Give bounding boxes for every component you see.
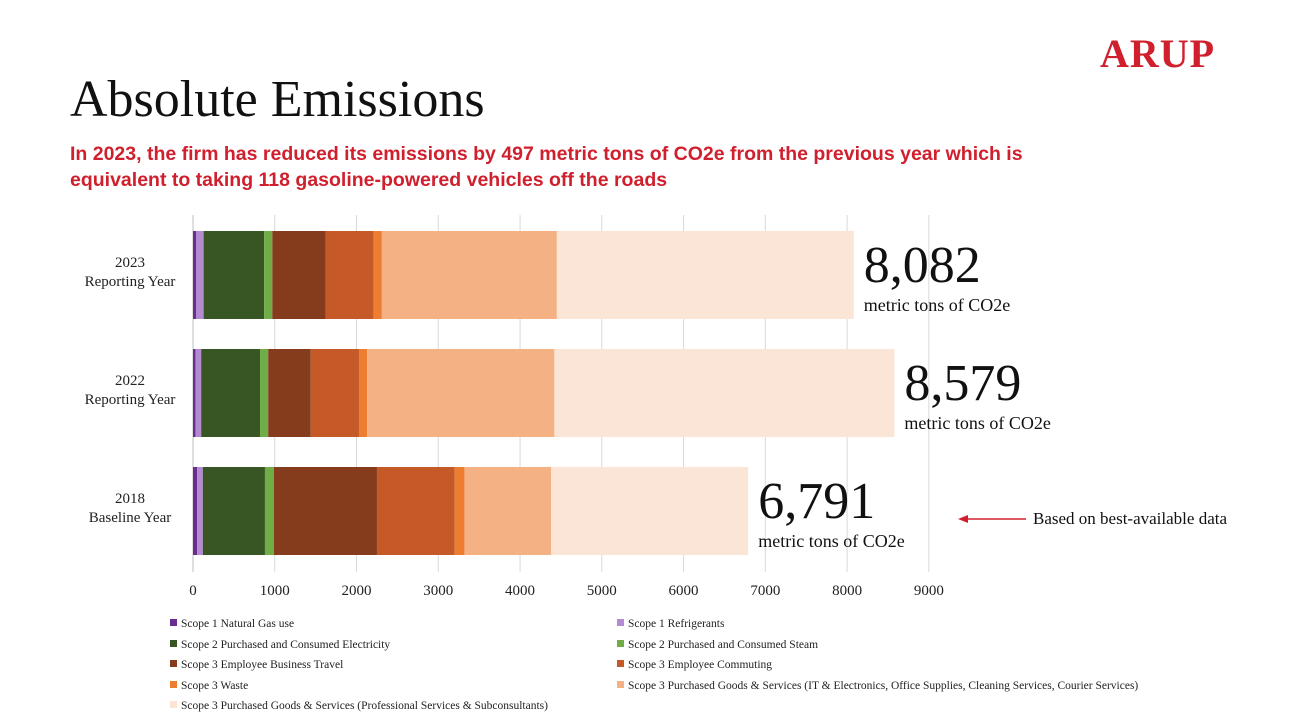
annotation-note: Based on best-available data bbox=[1033, 509, 1227, 528]
annotation-arrow-head bbox=[958, 515, 968, 523]
bar-segment bbox=[202, 467, 265, 555]
bar-segment bbox=[264, 231, 273, 319]
category-label-year: 2022 bbox=[115, 373, 145, 389]
bar-segment bbox=[197, 467, 203, 555]
bar-segment bbox=[381, 231, 557, 319]
bar-segment bbox=[193, 231, 197, 319]
emissions-bar-chart: 0 1000 2000 3000 4000 5000 6000 7000 8000 9000 202… bbox=[85, 215, 1227, 599]
legend-swatch bbox=[617, 619, 624, 626]
bar-segment bbox=[201, 349, 261, 437]
total-unit-label: metric tons of CO2e bbox=[864, 295, 1010, 315]
bar-segment bbox=[373, 231, 382, 319]
bar-segment bbox=[310, 349, 359, 437]
bar-segment bbox=[193, 467, 198, 555]
bar-segment bbox=[464, 467, 552, 555]
legend-label: Scope 3 Employee Commuting bbox=[628, 659, 773, 671]
bar-segment bbox=[195, 349, 202, 437]
x-tick-label: 9000 bbox=[914, 583, 944, 599]
legend-item: Scope 3 Purchased Goods & Services (IT &… bbox=[617, 680, 1138, 692]
total-value-label: 8,579 bbox=[904, 355, 1021, 412]
legend-swatch bbox=[170, 701, 177, 708]
category-label-year: 2018 bbox=[115, 491, 145, 507]
category-label-year: 2023 bbox=[115, 255, 145, 271]
category-label-type: Reporting Year bbox=[85, 274, 176, 290]
x-tick-label: 5000 bbox=[587, 583, 617, 599]
bar-segment bbox=[367, 349, 555, 437]
legend-item: Scope 1 Natural Gas use bbox=[170, 618, 294, 630]
legend-label: Scope 1 Refrigerants bbox=[628, 618, 725, 630]
legend-label: Scope 3 Employee Business Travel bbox=[181, 659, 344, 671]
legend-item: Scope 3 Purchased Goods & Services (Prof… bbox=[170, 700, 548, 712]
legend-swatch bbox=[617, 680, 624, 688]
legend-item: Scope 3 Employee Commuting bbox=[617, 659, 772, 671]
legend-label: Scope 3 Waste bbox=[181, 679, 249, 692]
bar-segment bbox=[376, 467, 455, 555]
category-label-type: Reporting Year bbox=[85, 392, 176, 408]
x-tick-label: 0 bbox=[189, 583, 197, 599]
bar-segment bbox=[273, 467, 377, 555]
bar-segment bbox=[193, 349, 196, 437]
bar-segment bbox=[260, 349, 269, 437]
legend-label: Scope 3 Purchased Goods & Services (Prof… bbox=[181, 700, 548, 712]
page-title: Absolute Emissions bbox=[70, 71, 485, 128]
bar-segment bbox=[551, 467, 749, 555]
bar-segment bbox=[358, 349, 368, 437]
bar-segment bbox=[325, 231, 374, 319]
total-unit-label: metric tons of CO2e bbox=[904, 413, 1050, 433]
category-label-type: Baseline Year bbox=[89, 510, 172, 526]
x-tick-label: 7000 bbox=[750, 583, 780, 599]
bar-segment bbox=[203, 231, 265, 319]
legend-label: Scope 3 Purchased Goods & Services (IT &… bbox=[628, 679, 1139, 692]
arup-logo: ARUP bbox=[1100, 31, 1216, 76]
headline: In 2023, the firm has reduced its emissi… bbox=[70, 141, 1190, 193]
bar-segment bbox=[264, 467, 274, 555]
x-tick-label: 3000 bbox=[423, 583, 453, 599]
legend-item: Scope 3 Waste bbox=[170, 680, 248, 692]
headline-line-1: In 2023, the firm has reduced its emissi… bbox=[70, 143, 1023, 165]
x-tick-label: 1000 bbox=[260, 583, 290, 599]
x-tick-label: 4000 bbox=[505, 583, 535, 599]
bar-segment bbox=[554, 349, 895, 437]
legend-swatch bbox=[170, 660, 177, 667]
legend-label: Scope 1 Natural Gas use bbox=[181, 618, 295, 630]
legend-item: Scope 1 Refrigerants bbox=[617, 618, 724, 630]
legend-swatch bbox=[617, 639, 624, 647]
bar-segment bbox=[454, 467, 465, 555]
bar-segment bbox=[272, 231, 326, 319]
bar-segment bbox=[556, 231, 854, 319]
x-tick-label: 6000 bbox=[669, 583, 699, 599]
total-value-label: 6,791 bbox=[758, 473, 875, 530]
legend-item: Scope 2 Purchased and Consumed Electrici… bbox=[170, 639, 390, 651]
legend-label: Scope 2 Purchased and Consumed Electrici… bbox=[181, 638, 391, 651]
total-unit-label: metric tons of CO2e bbox=[758, 531, 904, 551]
x-tick-label: 2000 bbox=[342, 583, 372, 599]
headline-line-2: equivalent to taking 118 gasoline-powere… bbox=[70, 169, 668, 191]
legend-item: Scope 2 Purchased and Consumed Steam bbox=[617, 639, 818, 651]
bar-segment bbox=[196, 231, 204, 319]
bar-segment bbox=[268, 349, 311, 437]
legend-swatch bbox=[617, 660, 624, 667]
x-tick-label: 8000 bbox=[832, 583, 862, 599]
legend-swatch bbox=[170, 680, 177, 688]
legend-label: Scope 2 Purchased and Consumed Steam bbox=[628, 638, 819, 651]
legend-swatch bbox=[170, 639, 177, 647]
legend-item: Scope 3 Employee Business Travel bbox=[170, 659, 343, 671]
total-value-label: 8,082 bbox=[864, 237, 981, 294]
legend-swatch bbox=[170, 619, 177, 626]
